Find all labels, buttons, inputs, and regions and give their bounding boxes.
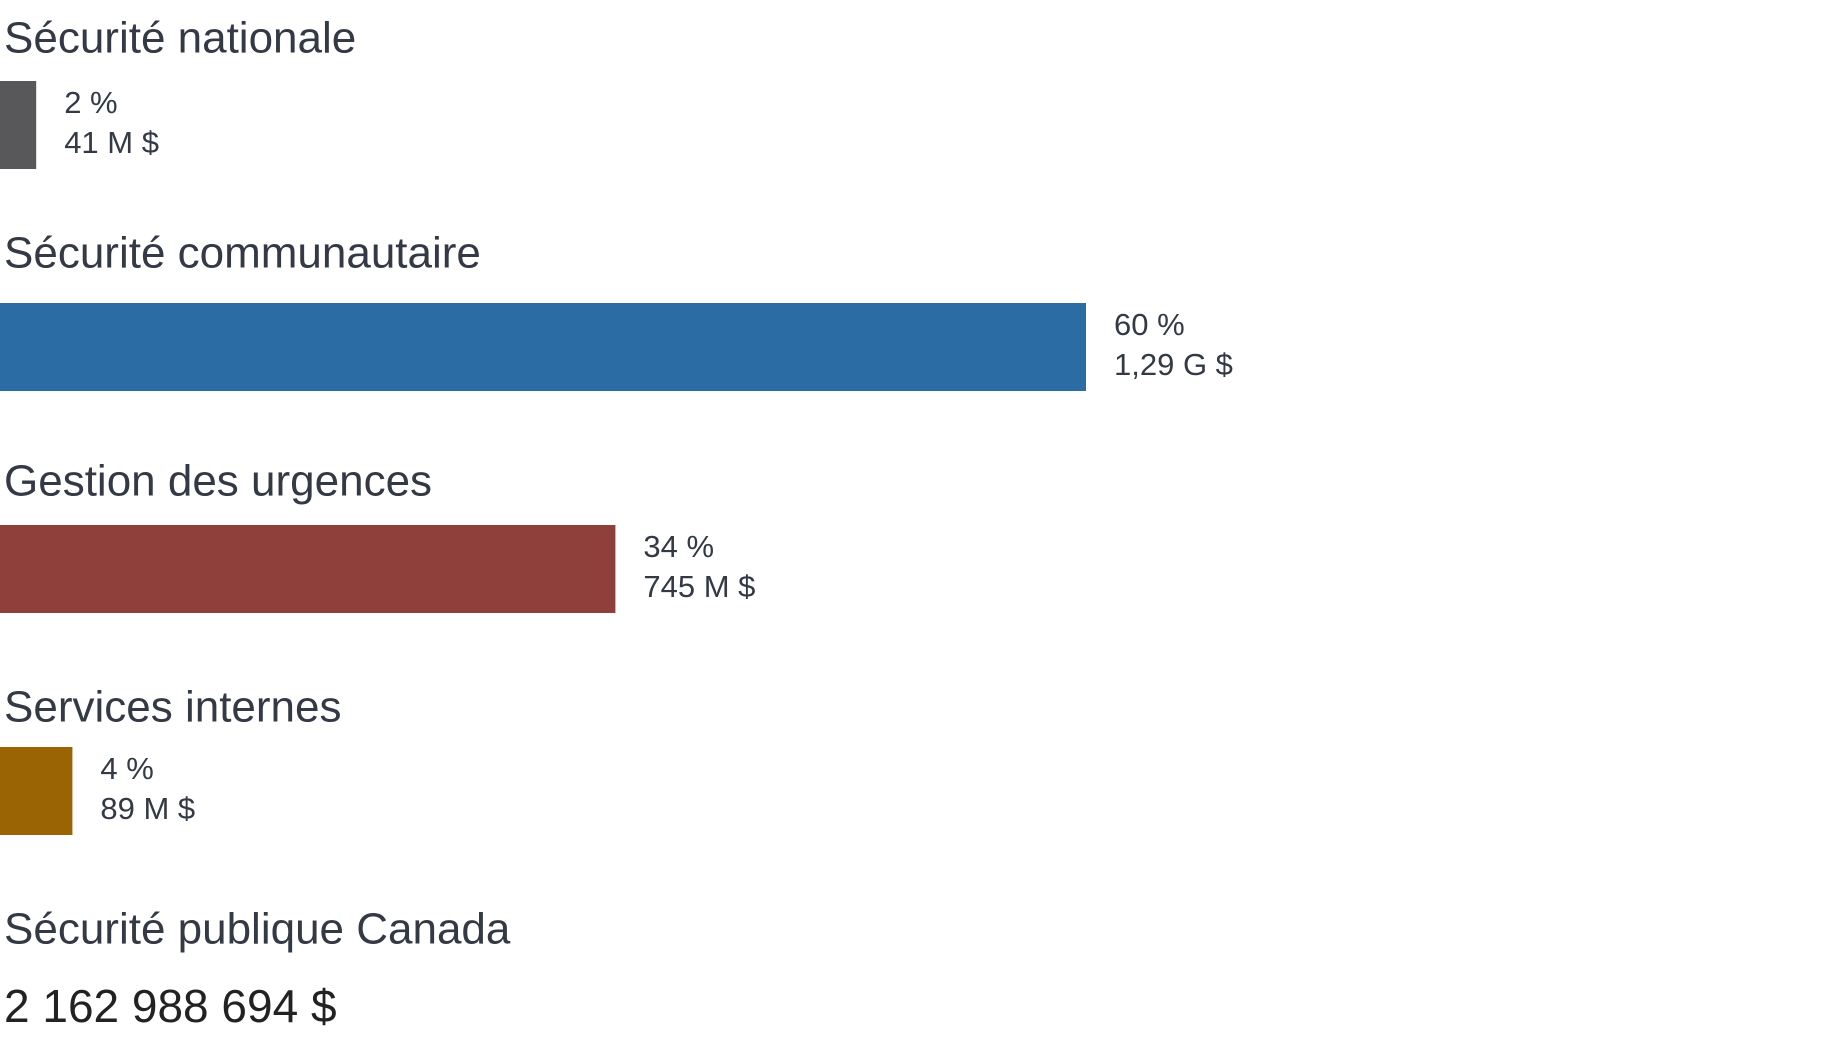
category-label: Services internes [4,683,341,732]
value-label: 2 % [64,85,117,120]
bar [0,303,1086,391]
amount-label: 1,29 G $ [1114,347,1233,382]
value-label: 4 % [100,751,153,786]
bar [0,525,616,613]
category-label: Gestion des urgences [4,457,432,506]
category-label: Sécurité nationale [4,14,356,63]
amount-label: 745 M $ [643,569,755,604]
value-label: 34 % [643,529,714,564]
bar [0,81,37,169]
category-label: Sécurité communautaire [4,229,481,278]
value-label: 60 % [1114,307,1185,342]
total-title: Sécurité publique Canada [4,905,511,954]
amount-label: 41 M $ [64,125,159,160]
total-amount: 2 162 988 694 $ [4,980,337,1032]
amount-label: 89 M $ [100,791,195,826]
bar [0,747,73,835]
